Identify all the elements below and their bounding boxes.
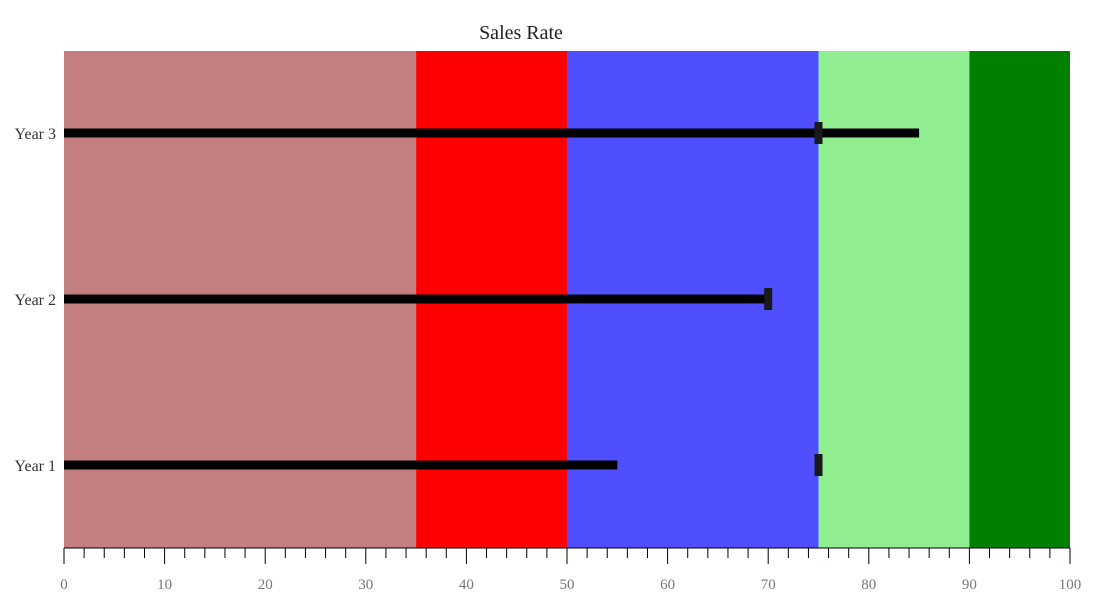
tick-label-80: 80	[861, 577, 876, 593]
tick-label-20: 20	[258, 577, 273, 593]
target-marker-year-3	[814, 122, 823, 144]
tick-label-60: 60	[660, 577, 675, 593]
tick-label-0: 0	[60, 577, 68, 593]
category-label-year-2: Year 2	[15, 292, 56, 309]
category-label-year-1: Year 1	[15, 458, 56, 475]
tick-label-40: 40	[459, 577, 474, 593]
tick-label-100: 100	[1059, 577, 1082, 593]
value-bar-year-1	[64, 460, 618, 470]
tick-label-30: 30	[358, 577, 373, 593]
tick-label-50: 50	[560, 577, 575, 593]
tick-label-90: 90	[962, 577, 977, 593]
tick-label-70: 70	[761, 577, 776, 593]
target-marker-year-1	[814, 454, 823, 476]
x-axis: 0 10 20 30 40 50 60 70 80 90 100	[60, 547, 1082, 593]
category-labels: Year 3 Year 2 Year 1	[15, 126, 56, 475]
chart-title: Sales Rate	[479, 22, 563, 44]
range-band-3	[818, 51, 970, 548]
value-bars	[64, 128, 920, 470]
value-bar-year-3	[64, 128, 920, 138]
category-label-year-3: Year 3	[15, 126, 56, 143]
range-band-4	[969, 51, 1070, 548]
value-bar-year-2	[64, 294, 769, 304]
tick-label-10: 10	[157, 577, 172, 593]
target-marker-year-2	[764, 288, 773, 310]
target-markers	[764, 122, 823, 476]
